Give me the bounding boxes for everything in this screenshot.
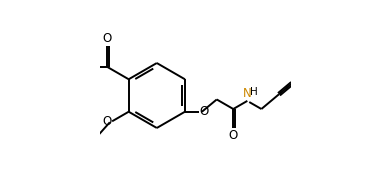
Text: H: H (250, 87, 258, 97)
Text: O: O (103, 32, 112, 45)
Text: N: N (243, 87, 252, 100)
Text: O: O (103, 115, 112, 128)
Text: O: O (200, 105, 209, 118)
Text: O: O (229, 129, 238, 142)
